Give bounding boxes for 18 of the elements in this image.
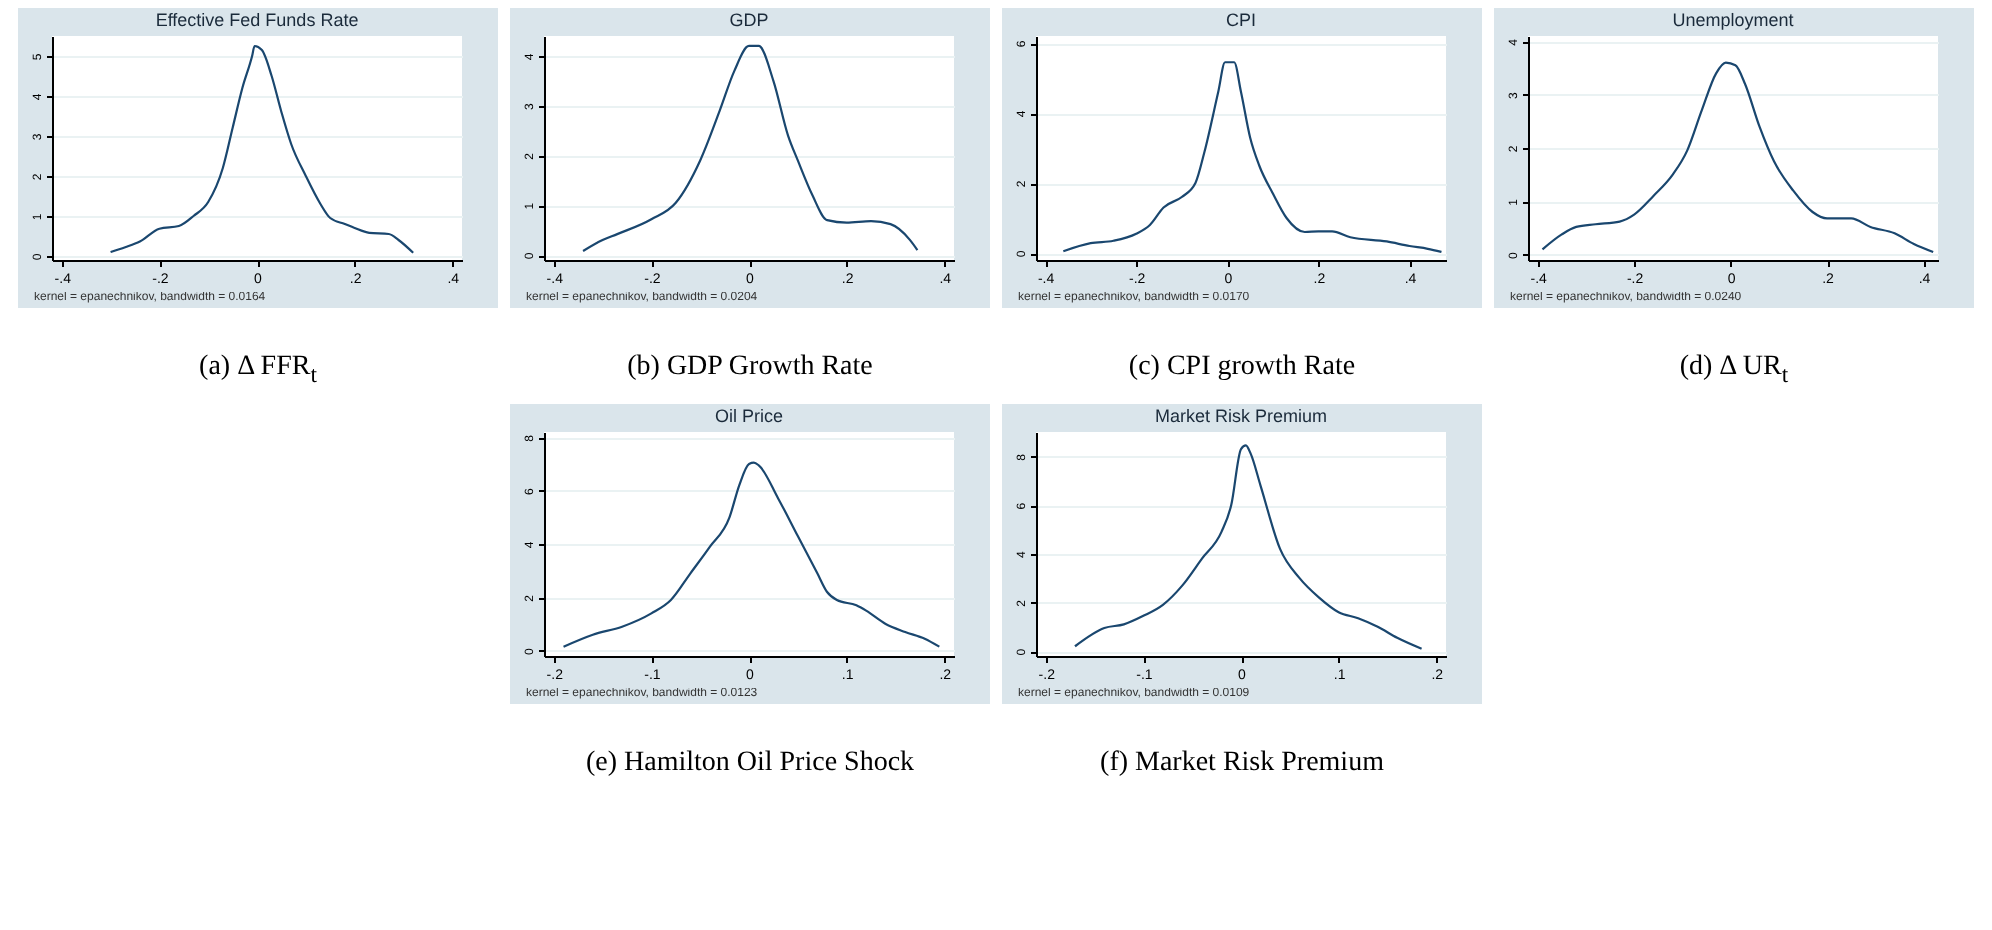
line-series — [109, 44, 415, 254]
chart-title: GDP — [729, 10, 769, 30]
chart-title: Market Risk Premium — [1154, 406, 1328, 426]
line-series — [581, 44, 919, 253]
chart-title: Unemployment — [1672, 10, 1795, 30]
line-series — [1062, 61, 1443, 254]
chart-title: Oil Price — [714, 406, 784, 426]
text: (e) Hamilton Oil Price Shock — [585, 748, 915, 782]
line-series — [562, 461, 941, 648]
chart-title: Effective Fed Funds Rate — [155, 10, 359, 30]
line-series — [1073, 444, 1423, 650]
text: (d) Δ UR$_{t}$ — [1679, 352, 1789, 392]
chart-title: CPI — [1225, 10, 1257, 30]
text: (b) GDP Growth Rate — [627, 352, 873, 386]
text: (a) Δ FFR$_{t}$ — [199, 352, 317, 392]
text: (f) Market Risk Premium — [1100, 748, 1384, 782]
line-series — [1541, 61, 1935, 254]
text: (c) CPI growth Rate — [1128, 352, 1356, 386]
